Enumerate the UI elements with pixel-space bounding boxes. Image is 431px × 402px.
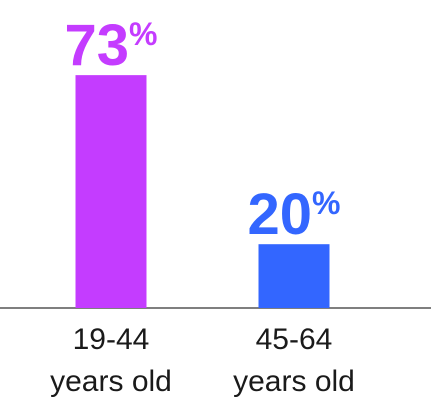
bar-value-unit: % bbox=[312, 185, 340, 221]
bar-value-number: 73 bbox=[65, 13, 130, 78]
category-label-line1-1: 45-64 bbox=[256, 323, 333, 356]
bar-0 bbox=[75, 75, 147, 308]
bar-1 bbox=[258, 244, 330, 308]
category-label-line2-1: years old bbox=[233, 365, 355, 398]
bar-value-unit: % bbox=[129, 16, 157, 52]
category-label-line2-0: years old bbox=[50, 365, 172, 398]
bar-value-number: 20 bbox=[248, 182, 313, 247]
bar-value-label-1: 20% bbox=[248, 182, 341, 247]
bar-value-label-0: 73% bbox=[65, 13, 158, 78]
category-label-line1-0: 19-44 bbox=[73, 323, 150, 356]
